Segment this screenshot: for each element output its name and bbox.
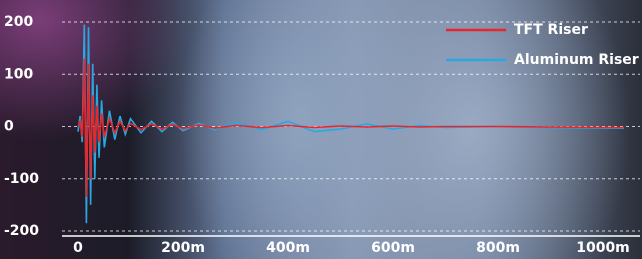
legend-label: Aluminum Riser xyxy=(514,52,639,68)
y-tick-label: 0 xyxy=(4,119,14,135)
y-tick-label: 100 xyxy=(4,66,33,82)
legend-label: TFT Riser xyxy=(514,22,588,38)
x-tick-label: 0 xyxy=(73,240,83,256)
y-tick-label: -200 xyxy=(4,223,39,239)
x-tick-label: 1000m xyxy=(576,240,630,256)
x-tick-label: 400m xyxy=(266,240,310,256)
x-tick-label: 600m xyxy=(371,240,415,256)
x-tick-label: 200m xyxy=(161,240,205,256)
y-tick-label: 200 xyxy=(4,14,33,30)
y-tick-label: -100 xyxy=(4,171,39,187)
x-tick-label: 800m xyxy=(476,240,520,256)
chart: -200 -100 0 100 200 0 200m 400m 600m 800m 1000m TFT… xyxy=(0,0,642,259)
